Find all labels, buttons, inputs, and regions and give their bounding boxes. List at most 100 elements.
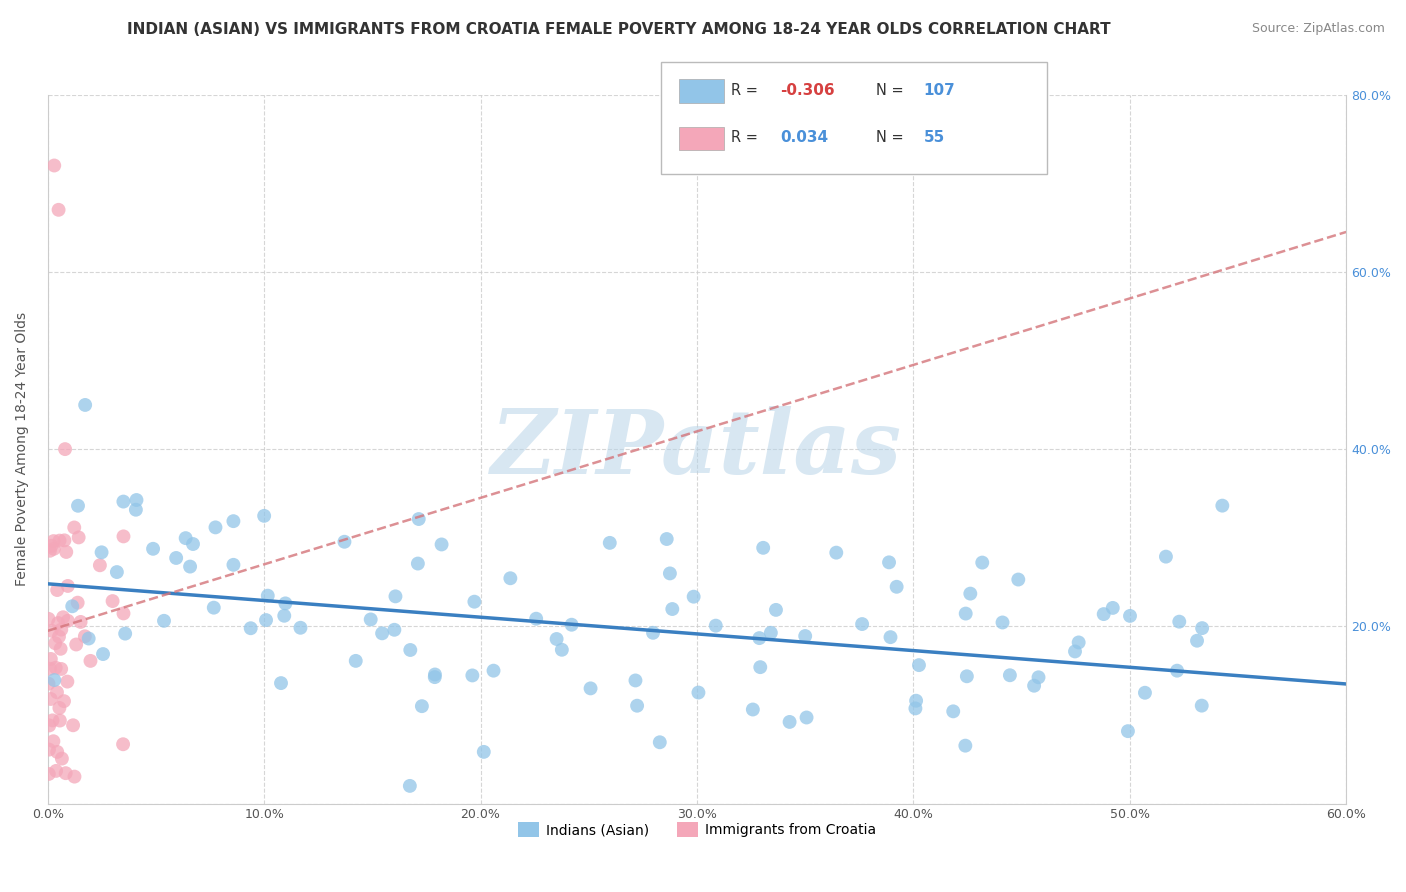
Point (877, 555, 900, 569)
Point (408, 512, 430, 526)
Point (1191, 698, 1213, 713)
Point (41, 714, 63, 728)
Point (45, 764, 67, 778)
Point (472, 745, 495, 759)
Point (648, 735, 671, 749)
Point (39, 692, 62, 706)
Point (253, 508, 276, 523)
Point (942, 704, 965, 718)
Point (972, 556, 994, 570)
Point (423, 670, 446, 684)
Point (49, 714, 72, 728)
Point (998, 668, 1021, 682)
Point (1022, 679, 1045, 693)
Point (222, 558, 245, 572)
Point (1168, 615, 1191, 629)
Point (48, 202, 70, 217)
Point (741, 702, 763, 716)
Point (579, 681, 602, 696)
Point (752, 541, 775, 555)
Point (239, 621, 262, 635)
Point (1067, 635, 1090, 649)
Point (204, 520, 226, 534)
Point (524, 612, 547, 626)
Point (273, 608, 295, 623)
Point (114, 626, 136, 640)
Point (105, 565, 128, 579)
Point (908, 658, 931, 673)
Point (641, 625, 664, 640)
Point (38, 742, 60, 756)
Point (825, 546, 848, 560)
Point (333, 534, 356, 549)
Text: N =: N = (876, 130, 904, 145)
Point (851, 617, 873, 632)
Point (371, 626, 394, 640)
Point (56, 614, 79, 628)
Point (38, 612, 60, 626)
Point (125, 493, 148, 508)
Point (655, 532, 678, 546)
Point (52, 610, 75, 624)
Text: N =: N = (876, 83, 904, 97)
Point (1185, 633, 1208, 648)
Y-axis label: Female Poverty Among 18-24 Year Olds: Female Poverty Among 18-24 Year Olds (15, 312, 30, 586)
Point (53, 533, 76, 548)
Point (91, 647, 114, 661)
Point (991, 615, 1014, 630)
Point (461, 668, 484, 682)
Point (44, 673, 66, 687)
Point (956, 669, 979, 683)
Point (38, 662, 60, 676)
Point (1133, 686, 1156, 700)
Point (125, 502, 148, 516)
Text: 0.034: 0.034 (780, 130, 828, 145)
Point (48, 533, 70, 548)
Point (56, 579, 79, 593)
Point (48, 701, 70, 715)
Point (382, 623, 405, 637)
Point (202, 600, 225, 615)
Text: 107: 107 (924, 83, 956, 97)
Point (60, 599, 83, 614)
Point (41, 624, 63, 638)
Point (38, 543, 60, 558)
Point (42, 534, 65, 549)
Point (406, 557, 429, 571)
Point (256, 589, 278, 603)
Point (46, 582, 69, 597)
Point (658, 566, 681, 581)
Text: Source: ZipAtlas.com: Source: ZipAtlas.com (1251, 22, 1385, 36)
Point (626, 698, 648, 713)
Point (44, 636, 66, 650)
Point (112, 494, 135, 508)
Point (112, 607, 135, 621)
Point (1064, 644, 1087, 658)
Legend: Indians (Asian), Immigrants from Croatia: Indians (Asian), Immigrants from Croatia (513, 817, 882, 843)
Point (63, 770, 86, 784)
Point (90, 545, 112, 559)
Point (1116, 724, 1139, 739)
Point (49, 641, 72, 656)
Point (89, 558, 111, 573)
Point (1191, 621, 1213, 635)
Point (759, 625, 782, 640)
Point (1101, 601, 1123, 615)
Point (101, 594, 124, 608)
Point (112, 529, 135, 543)
Point (38, 676, 60, 690)
Point (682, 590, 704, 604)
Point (886, 580, 908, 594)
Point (270, 676, 292, 690)
Point (174, 531, 197, 545)
Point (430, 537, 453, 551)
Point (1092, 607, 1115, 621)
Point (48, 630, 70, 644)
Point (779, 714, 801, 729)
Point (399, 779, 422, 793)
Point (73, 629, 96, 643)
Point (69, 615, 91, 629)
Point (796, 710, 818, 724)
Point (165, 551, 187, 566)
Point (360, 612, 382, 626)
